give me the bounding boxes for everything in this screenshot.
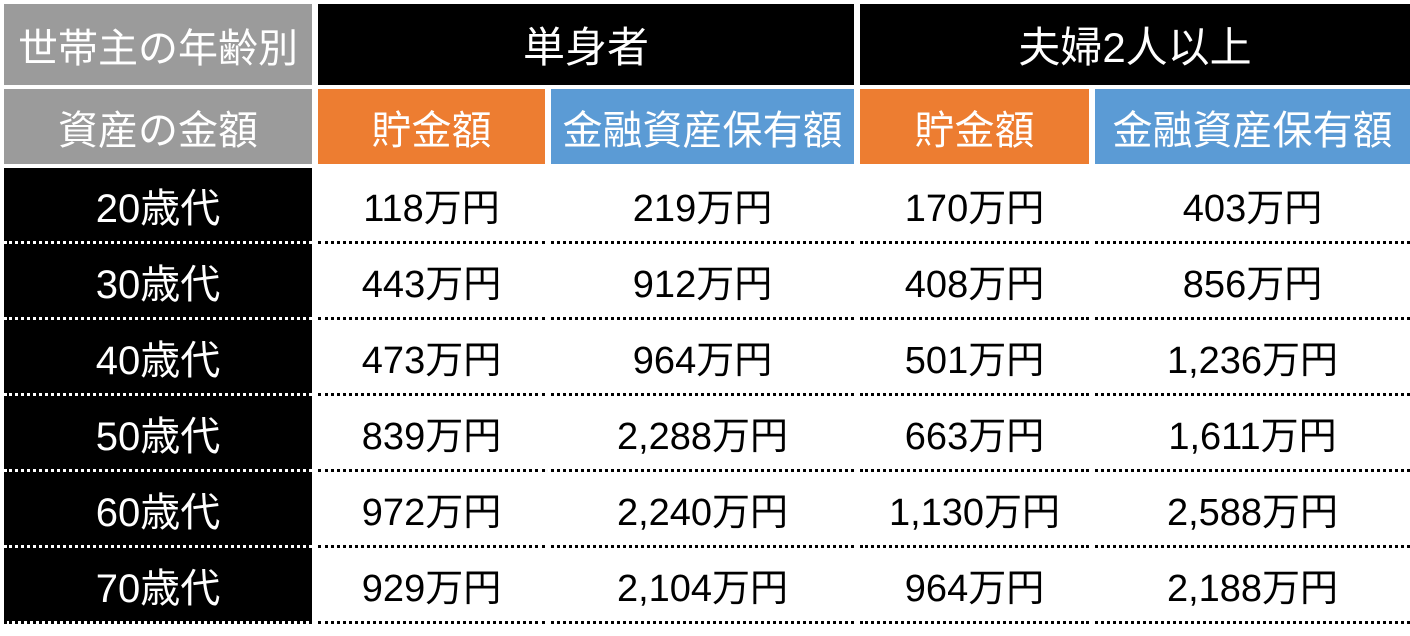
- value-cell: 1,236万円: [1095, 320, 1410, 396]
- age-cell: 30歳代: [4, 244, 312, 320]
- header-row-measures: 資産の金額 貯金額 金融資産保有額 貯金額 金融資産保有額: [4, 89, 1410, 164]
- subheader-assets-couple: 金融資産保有額: [1095, 89, 1410, 164]
- age-cell: 20歳代: [4, 168, 312, 244]
- table-row-50s: 50歳代 839万円 2,288万円 663万円 1,611万円: [4, 396, 1410, 472]
- value-cell: 2,188万円: [1095, 548, 1410, 624]
- value-cell: 1,130万円: [860, 472, 1089, 548]
- value-cell: 170万円: [860, 168, 1089, 244]
- value-cell: 501万円: [860, 320, 1089, 396]
- value-cell: 856万円: [1095, 244, 1410, 320]
- value-cell: 964万円: [551, 320, 854, 396]
- value-cell: 1,611万円: [1095, 396, 1410, 472]
- table-row-30s: 30歳代 443万円 912万円 408万円 856万円: [4, 244, 1410, 320]
- value-cell: 839万円: [318, 396, 545, 472]
- age-cell: 50歳代: [4, 396, 312, 472]
- value-cell: 118万円: [318, 168, 545, 244]
- value-cell: 443万円: [318, 244, 545, 320]
- table-row-40s: 40歳代 473万円 964万円 501万円 1,236万円: [4, 320, 1410, 396]
- value-cell: 2,288万円: [551, 396, 854, 472]
- value-cell: 972万円: [318, 472, 545, 548]
- value-cell: 403万円: [1095, 168, 1410, 244]
- value-cell: 2,104万円: [551, 548, 854, 624]
- corner-cell-age-label: 世帯主の年齢別: [4, 4, 312, 85]
- value-cell: 408万円: [860, 244, 1089, 320]
- value-cell: 912万円: [551, 244, 854, 320]
- age-cell: 70歳代: [4, 548, 312, 624]
- value-cell: 219万円: [551, 168, 854, 244]
- group-header-couple: 夫婦2人以上: [860, 4, 1410, 85]
- age-cell: 40歳代: [4, 320, 312, 396]
- group-header-single: 単身者: [318, 4, 854, 85]
- value-cell: 473万円: [318, 320, 545, 396]
- value-cell: 929万円: [318, 548, 545, 624]
- table-row-20s: 20歳代 118万円 219万円 170万円 403万円: [4, 168, 1410, 244]
- subheader-savings-couple: 貯金額: [860, 89, 1089, 164]
- subheader-savings-single: 貯金額: [318, 89, 545, 164]
- table-row-60s: 60歳代 972万円 2,240万円 1,130万円 2,588万円: [4, 472, 1410, 548]
- age-cell: 60歳代: [4, 472, 312, 548]
- corner-cell-amount-label: 資産の金額: [4, 89, 312, 164]
- value-cell: 964万円: [860, 548, 1089, 624]
- header-row-groups: 世帯主の年齢別 単身者 夫婦2人以上: [4, 4, 1410, 85]
- value-cell: 2,240万円: [551, 472, 854, 548]
- table-row-70s: 70歳代 929万円 2,104万円 964万円 2,188万円: [4, 548, 1410, 624]
- value-cell: 663万円: [860, 396, 1089, 472]
- subheader-assets-single: 金融資産保有額: [551, 89, 854, 164]
- value-cell: 2,588万円: [1095, 472, 1410, 548]
